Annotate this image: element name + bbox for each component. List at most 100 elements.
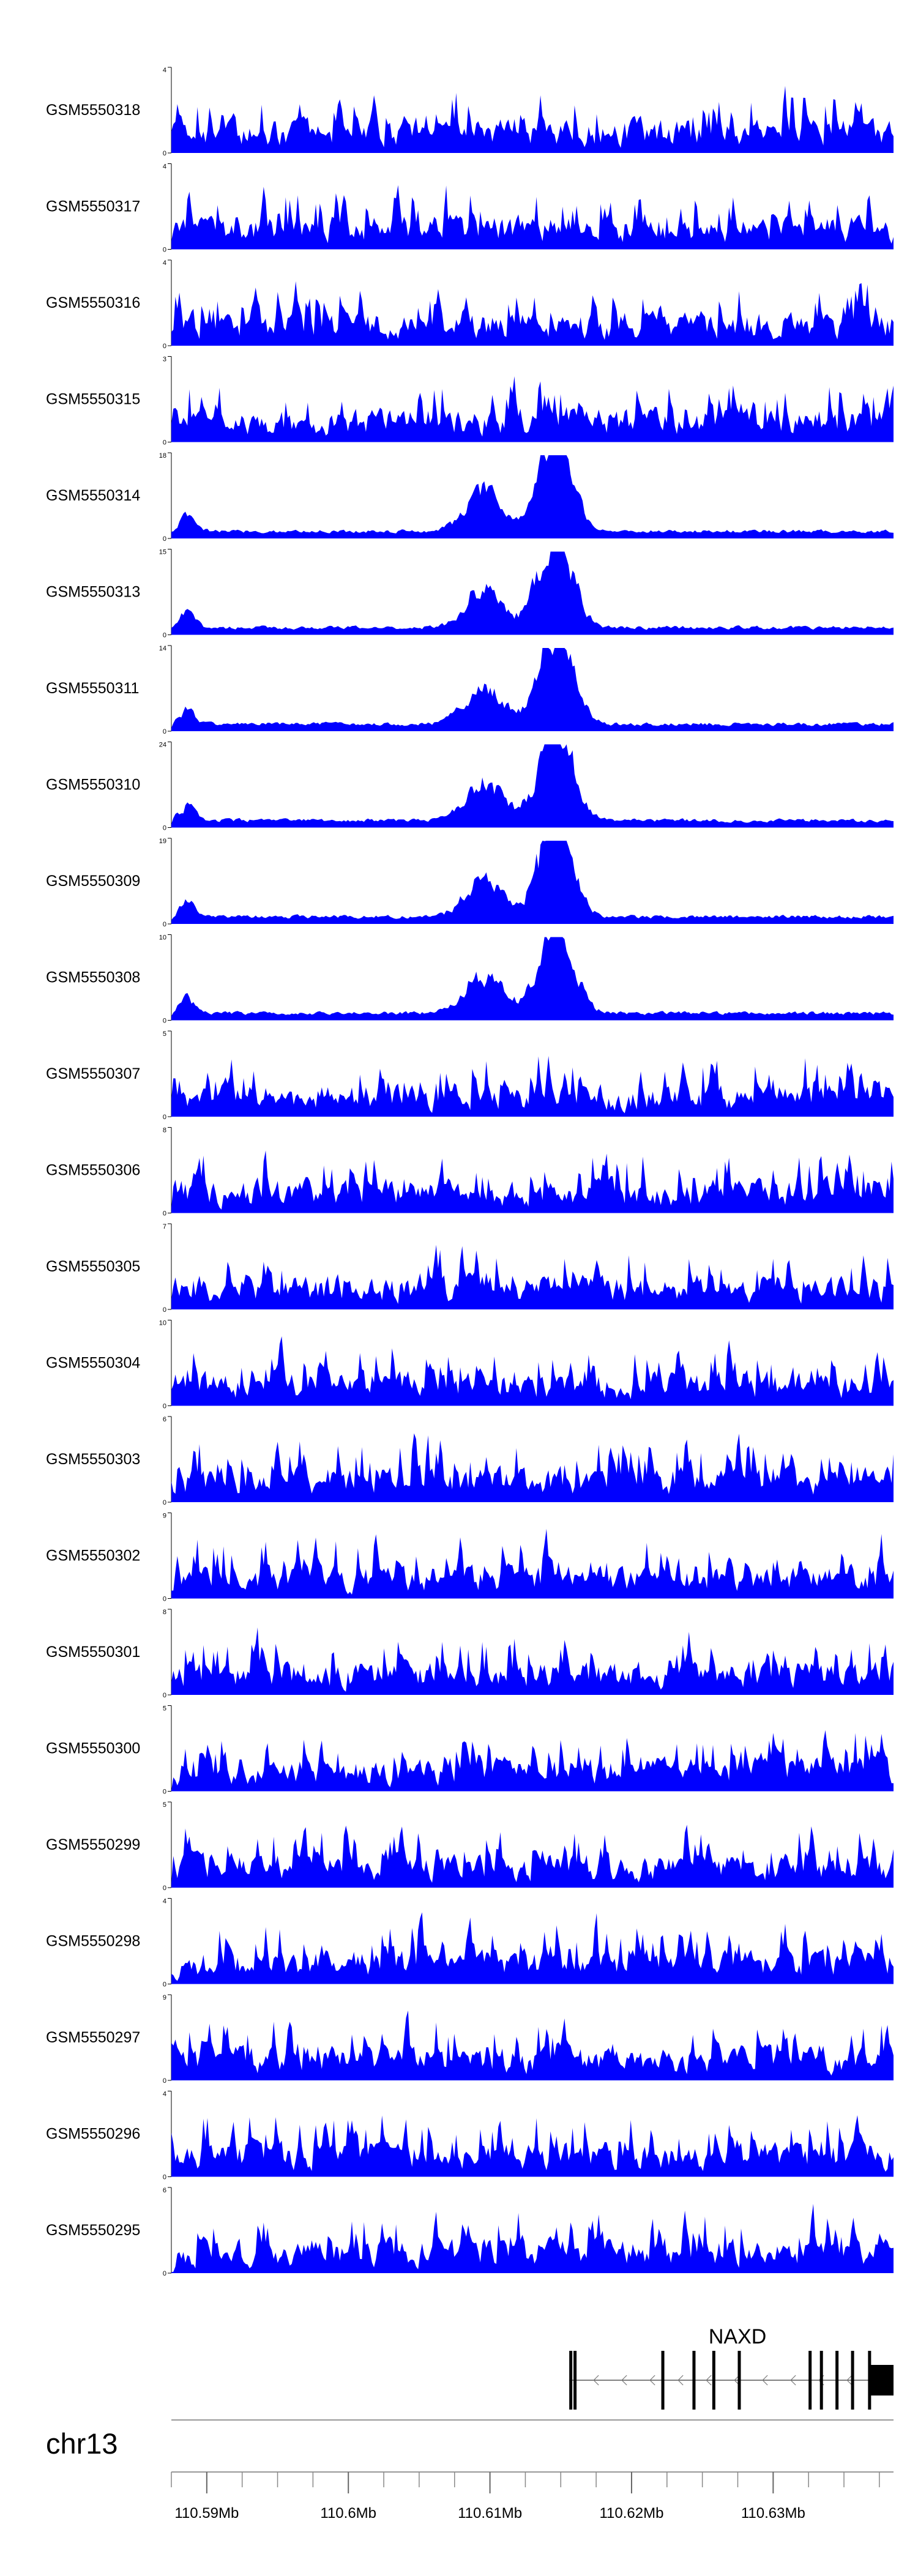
track-GSM5550317: GSM5550317 4 0 xyxy=(46,163,894,254)
coverage-area xyxy=(171,2010,894,2080)
track-label: GSM5550306 xyxy=(46,1162,140,1179)
track-label: GSM5550315 xyxy=(46,391,140,408)
strand-chevron xyxy=(649,2375,655,2386)
coverage-area xyxy=(171,185,894,250)
y-tick-label-max: 5 xyxy=(163,1705,166,1713)
track-GSM5550318: GSM5550318 4 0 xyxy=(46,67,894,157)
coverage-area xyxy=(171,551,894,635)
x-tick-label: 110.6Mb xyxy=(320,2505,376,2522)
track-label: GSM5550308 xyxy=(46,969,140,986)
y-tick-label-max: 5 xyxy=(163,1801,166,1809)
y-tick-label-zero: 0 xyxy=(163,2174,166,2181)
y-tick-label-max: 3 xyxy=(163,356,166,363)
chromosome-label: chr13 xyxy=(46,2427,118,2460)
track-GSM5550298: GSM5550298 4 0 xyxy=(46,1898,894,1989)
gene-exon xyxy=(737,2351,741,2410)
gene-exon xyxy=(819,2351,823,2410)
y-tick-label-max: 9 xyxy=(163,1513,166,1520)
track-GSM5550299: GSM5550299 5 0 xyxy=(46,1801,894,1892)
gene-track: NAXD xyxy=(569,2325,894,2410)
track-label: GSM5550304 xyxy=(46,1355,140,1372)
y-tick-label-max: 4 xyxy=(163,67,166,74)
track-label: GSM5550297 xyxy=(46,2029,140,2046)
track-label: GSM5550318 xyxy=(46,102,140,119)
gene-exon xyxy=(851,2351,854,2410)
strand-chevron xyxy=(790,2375,796,2386)
track-GSM5550297: GSM5550297 9 0 xyxy=(46,1994,894,2085)
track-label: GSM5550314 xyxy=(46,487,140,504)
coverage-area xyxy=(171,1336,894,1406)
y-tick-label-max: 14 xyxy=(159,645,166,652)
coverage-area xyxy=(171,1528,894,1599)
coverage-area xyxy=(171,1825,894,1888)
gene-exon xyxy=(573,2351,577,2410)
y-tick-label-zero: 0 xyxy=(163,1306,166,1314)
track-label: GSM5550309 xyxy=(46,873,140,890)
track-label: GSM5550303 xyxy=(46,1451,140,1468)
gene-exon xyxy=(868,2351,871,2410)
x-tick-label: 110.62Mb xyxy=(599,2505,663,2522)
strand-chevron xyxy=(677,2375,684,2386)
track-GSM5550305: GSM5550305 7 0 xyxy=(46,1223,894,1314)
track-label: GSM5550295 xyxy=(46,2222,140,2239)
y-tick-label-zero: 0 xyxy=(163,1789,166,1796)
track-GSM5550316: GSM5550316 4 0 xyxy=(46,259,894,350)
y-tick-label-max: 6 xyxy=(163,2187,166,2194)
coverage-area xyxy=(171,455,894,538)
y-tick-label-max: 6 xyxy=(163,1416,166,1423)
strand-chevron xyxy=(706,2375,712,2386)
coverage-area xyxy=(171,937,894,1021)
gene-exon xyxy=(808,2351,812,2410)
track-GSM5550296: GSM5550296 4 0 xyxy=(46,2091,894,2181)
y-tick-label-max: 10 xyxy=(159,934,166,942)
track-label: GSM5550301 xyxy=(46,1644,140,1661)
y-tick-label-max: 4 xyxy=(163,163,166,171)
y-tick-label-max: 4 xyxy=(163,259,166,267)
track-label: GSM5550310 xyxy=(46,776,140,794)
y-tick-label-max: 4 xyxy=(163,1898,166,1905)
track-GSM5550309: GSM5550309 19 0 xyxy=(46,838,894,928)
gene-exon xyxy=(712,2351,715,2410)
coverage-area xyxy=(171,376,894,442)
coverage-area xyxy=(171,1912,894,1984)
track-GSM5550306: GSM5550306 8 0 xyxy=(46,1127,894,1218)
coverage-area xyxy=(171,281,894,346)
y-tick-label-zero: 0 xyxy=(163,921,166,928)
track-label: GSM5550302 xyxy=(46,1547,140,1565)
track-GSM5550304: GSM5550304 10 0 xyxy=(46,1320,894,1410)
y-tick-label-zero: 0 xyxy=(163,2077,166,2085)
y-tick-label-max: 15 xyxy=(159,549,166,556)
gene-exon xyxy=(870,2365,894,2395)
y-tick-label-max: 9 xyxy=(163,1994,166,2001)
coverage-area xyxy=(171,1245,894,1309)
coverage-area xyxy=(171,2203,894,2273)
y-tick-label-max: 5 xyxy=(163,1030,166,1038)
y-tick-label-zero: 0 xyxy=(163,632,166,639)
y-tick-label-zero: 0 xyxy=(163,1499,166,1506)
track-GSM5550315: GSM5550315 3 0 xyxy=(46,356,894,447)
coverage-area xyxy=(171,744,894,828)
y-tick-label-max: 7 xyxy=(163,1223,166,1230)
track-label: GSM5550296 xyxy=(46,2126,140,2143)
y-tick-label-zero: 0 xyxy=(163,1885,166,1892)
track-GSM5550302: GSM5550302 9 0 xyxy=(46,1513,894,1603)
track-GSM5550308: GSM5550308 10 0 xyxy=(46,934,894,1025)
y-tick-label-zero: 0 xyxy=(163,1596,166,1603)
y-tick-label-zero: 0 xyxy=(163,825,166,832)
y-tick-label-zero: 0 xyxy=(163,150,166,157)
coverage-tracks: GSM555031840GSM555031740GSM555031640GSM5… xyxy=(46,67,894,2277)
track-GSM5550301: GSM5550301 8 0 xyxy=(46,1609,894,1699)
coverage-area xyxy=(171,1730,894,1792)
x-tick-label: 110.63Mb xyxy=(741,2505,805,2522)
coverage-area xyxy=(171,86,894,153)
y-tick-label-zero: 0 xyxy=(163,439,166,447)
coverage-area xyxy=(171,1150,894,1213)
strand-chevron xyxy=(846,2375,853,2386)
y-tick-label-zero: 0 xyxy=(163,1114,166,1121)
gene-exon xyxy=(569,2351,573,2410)
gene-exon xyxy=(692,2351,696,2410)
track-GSM5550300: GSM5550300 5 0 xyxy=(46,1705,894,1796)
track-label: GSM5550313 xyxy=(46,584,140,601)
strand-chevron xyxy=(593,2375,599,2386)
